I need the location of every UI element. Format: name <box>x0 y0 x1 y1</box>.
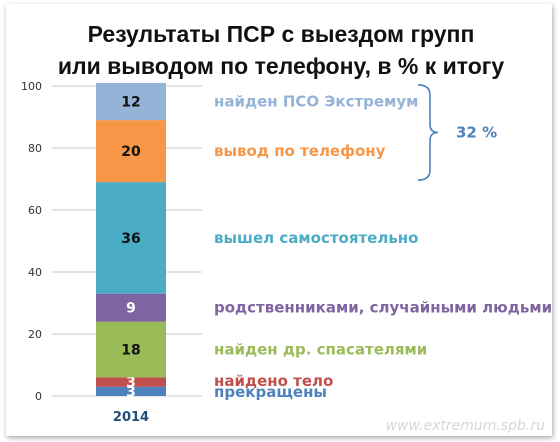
bar-segment <box>96 120 166 183</box>
y-tick-label: 40 <box>28 266 42 279</box>
chart-frame: Результаты ПСР с выездом групп или вывод… <box>6 4 552 436</box>
bar-stack: 33 18 9 36 20 12 <box>96 82 166 400</box>
data-label: 36 <box>121 231 140 247</box>
stacked-bar-chart: Результаты ПСР с выездом групп или вывод… <box>21 21 552 434</box>
series-label: вышел самостоятельно <box>214 229 418 247</box>
bar-segment <box>96 82 166 121</box>
series-label: вывод по телефону <box>214 142 386 160</box>
watermark-text: www.extremum.spb.ru <box>386 418 546 434</box>
y-tick-label: 80 <box>28 142 42 155</box>
data-label: 3 <box>126 384 136 400</box>
y-tick-label: 0 <box>35 390 42 403</box>
annotation-brace: 32 % <box>417 84 497 181</box>
y-tick-label: 20 <box>28 328 42 341</box>
chart-title-line-1: Результаты ПСР с выездом групп <box>88 21 475 47</box>
series-label: родственниками, случайными людьми <box>214 299 552 317</box>
data-label: 18 <box>121 343 140 359</box>
y-tick-label: 100 <box>21 80 42 93</box>
annotation-label: 32 % <box>456 124 497 142</box>
chart-title-line-2: или выводом по телефону, в % к итогу <box>58 53 504 79</box>
brace-shape <box>417 84 439 181</box>
bar-segment <box>96 293 166 322</box>
y-axis: 0 20 40 60 80 100 <box>21 80 42 403</box>
series-label: найден ПСО Экстремум <box>214 93 418 111</box>
data-label: 9 <box>126 301 136 317</box>
data-label: 20 <box>121 144 141 160</box>
series-label: найден др. спасателями <box>214 341 427 359</box>
bar-segment <box>96 377 166 387</box>
bar-segment <box>96 386 166 396</box>
x-category-label: 2014 <box>113 410 149 425</box>
bar-segment <box>96 321 166 378</box>
data-label: 3 <box>126 375 136 391</box>
series-label: прекращены <box>214 383 327 401</box>
bar-segment <box>96 182 166 294</box>
data-label: 12 <box>121 95 140 111</box>
series-label: найдено тело <box>214 372 333 390</box>
y-tick-label: 60 <box>28 204 42 217</box>
